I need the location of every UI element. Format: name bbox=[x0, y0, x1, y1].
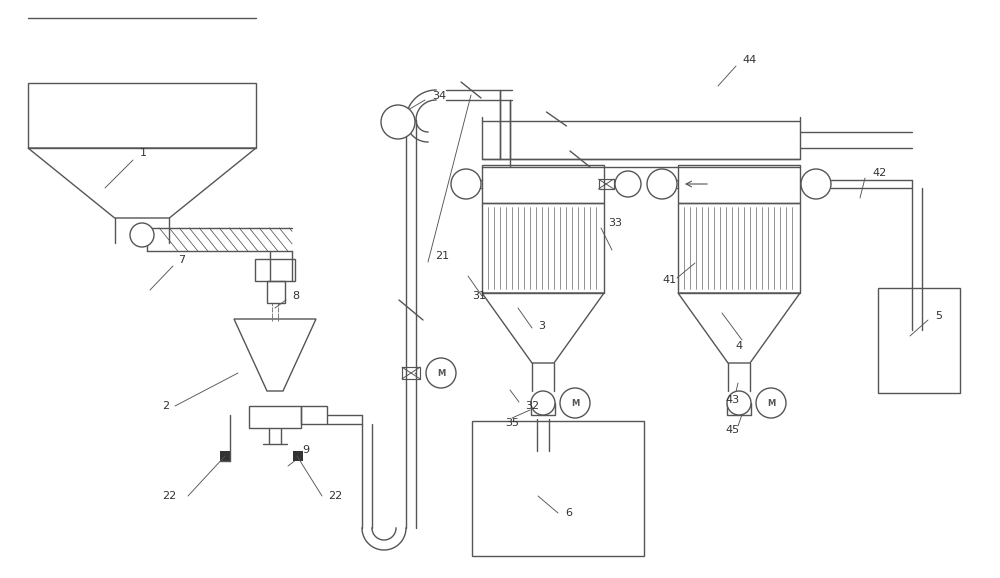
Bar bbox=[678, 165, 800, 203]
Text: 22: 22 bbox=[328, 491, 342, 501]
Circle shape bbox=[560, 388, 590, 418]
Bar bbox=[678, 203, 800, 293]
Text: 21: 21 bbox=[435, 251, 449, 261]
Text: 2: 2 bbox=[162, 401, 169, 411]
Text: 3: 3 bbox=[538, 321, 545, 331]
Circle shape bbox=[451, 169, 481, 199]
Text: 45: 45 bbox=[725, 425, 739, 435]
Bar bbox=[878, 288, 960, 393]
Circle shape bbox=[130, 223, 154, 247]
Bar bbox=[727, 403, 751, 415]
Circle shape bbox=[647, 169, 677, 199]
Bar bbox=[28, 83, 256, 148]
Bar bbox=[220, 451, 230, 461]
Text: 33: 33 bbox=[608, 218, 622, 228]
Text: 44: 44 bbox=[742, 55, 756, 65]
Text: 7: 7 bbox=[178, 255, 185, 265]
Bar bbox=[482, 121, 800, 159]
Text: 9: 9 bbox=[302, 445, 309, 455]
Text: 32: 32 bbox=[525, 401, 539, 411]
Text: 5: 5 bbox=[935, 311, 942, 321]
Text: 6: 6 bbox=[565, 508, 572, 518]
Text: 34: 34 bbox=[432, 91, 446, 101]
Bar bbox=[249, 406, 301, 428]
Bar bbox=[482, 165, 604, 203]
Circle shape bbox=[801, 169, 831, 199]
Text: 31: 31 bbox=[472, 291, 486, 301]
Bar bbox=[472, 421, 644, 556]
Bar bbox=[255, 259, 295, 281]
Text: M: M bbox=[437, 369, 445, 377]
Text: 43: 43 bbox=[725, 395, 739, 405]
Text: 8: 8 bbox=[292, 291, 299, 301]
Circle shape bbox=[531, 391, 555, 415]
Text: 22: 22 bbox=[162, 491, 176, 501]
Circle shape bbox=[756, 388, 786, 418]
Text: M: M bbox=[571, 398, 579, 407]
Bar bbox=[482, 203, 604, 293]
Bar bbox=[301, 406, 327, 424]
Circle shape bbox=[381, 105, 415, 139]
Bar bbox=[402, 367, 420, 379]
Text: 35: 35 bbox=[505, 418, 519, 428]
Text: 42: 42 bbox=[872, 168, 886, 178]
Bar bbox=[267, 281, 285, 303]
Text: 41: 41 bbox=[662, 275, 676, 285]
Circle shape bbox=[426, 358, 456, 388]
Bar bbox=[531, 403, 555, 415]
Bar bbox=[598, 179, 614, 189]
Bar bbox=[293, 451, 303, 461]
Circle shape bbox=[615, 171, 641, 197]
Text: 4: 4 bbox=[735, 341, 742, 351]
Text: M: M bbox=[767, 398, 775, 407]
Circle shape bbox=[727, 391, 751, 415]
Text: 1: 1 bbox=[140, 148, 147, 158]
